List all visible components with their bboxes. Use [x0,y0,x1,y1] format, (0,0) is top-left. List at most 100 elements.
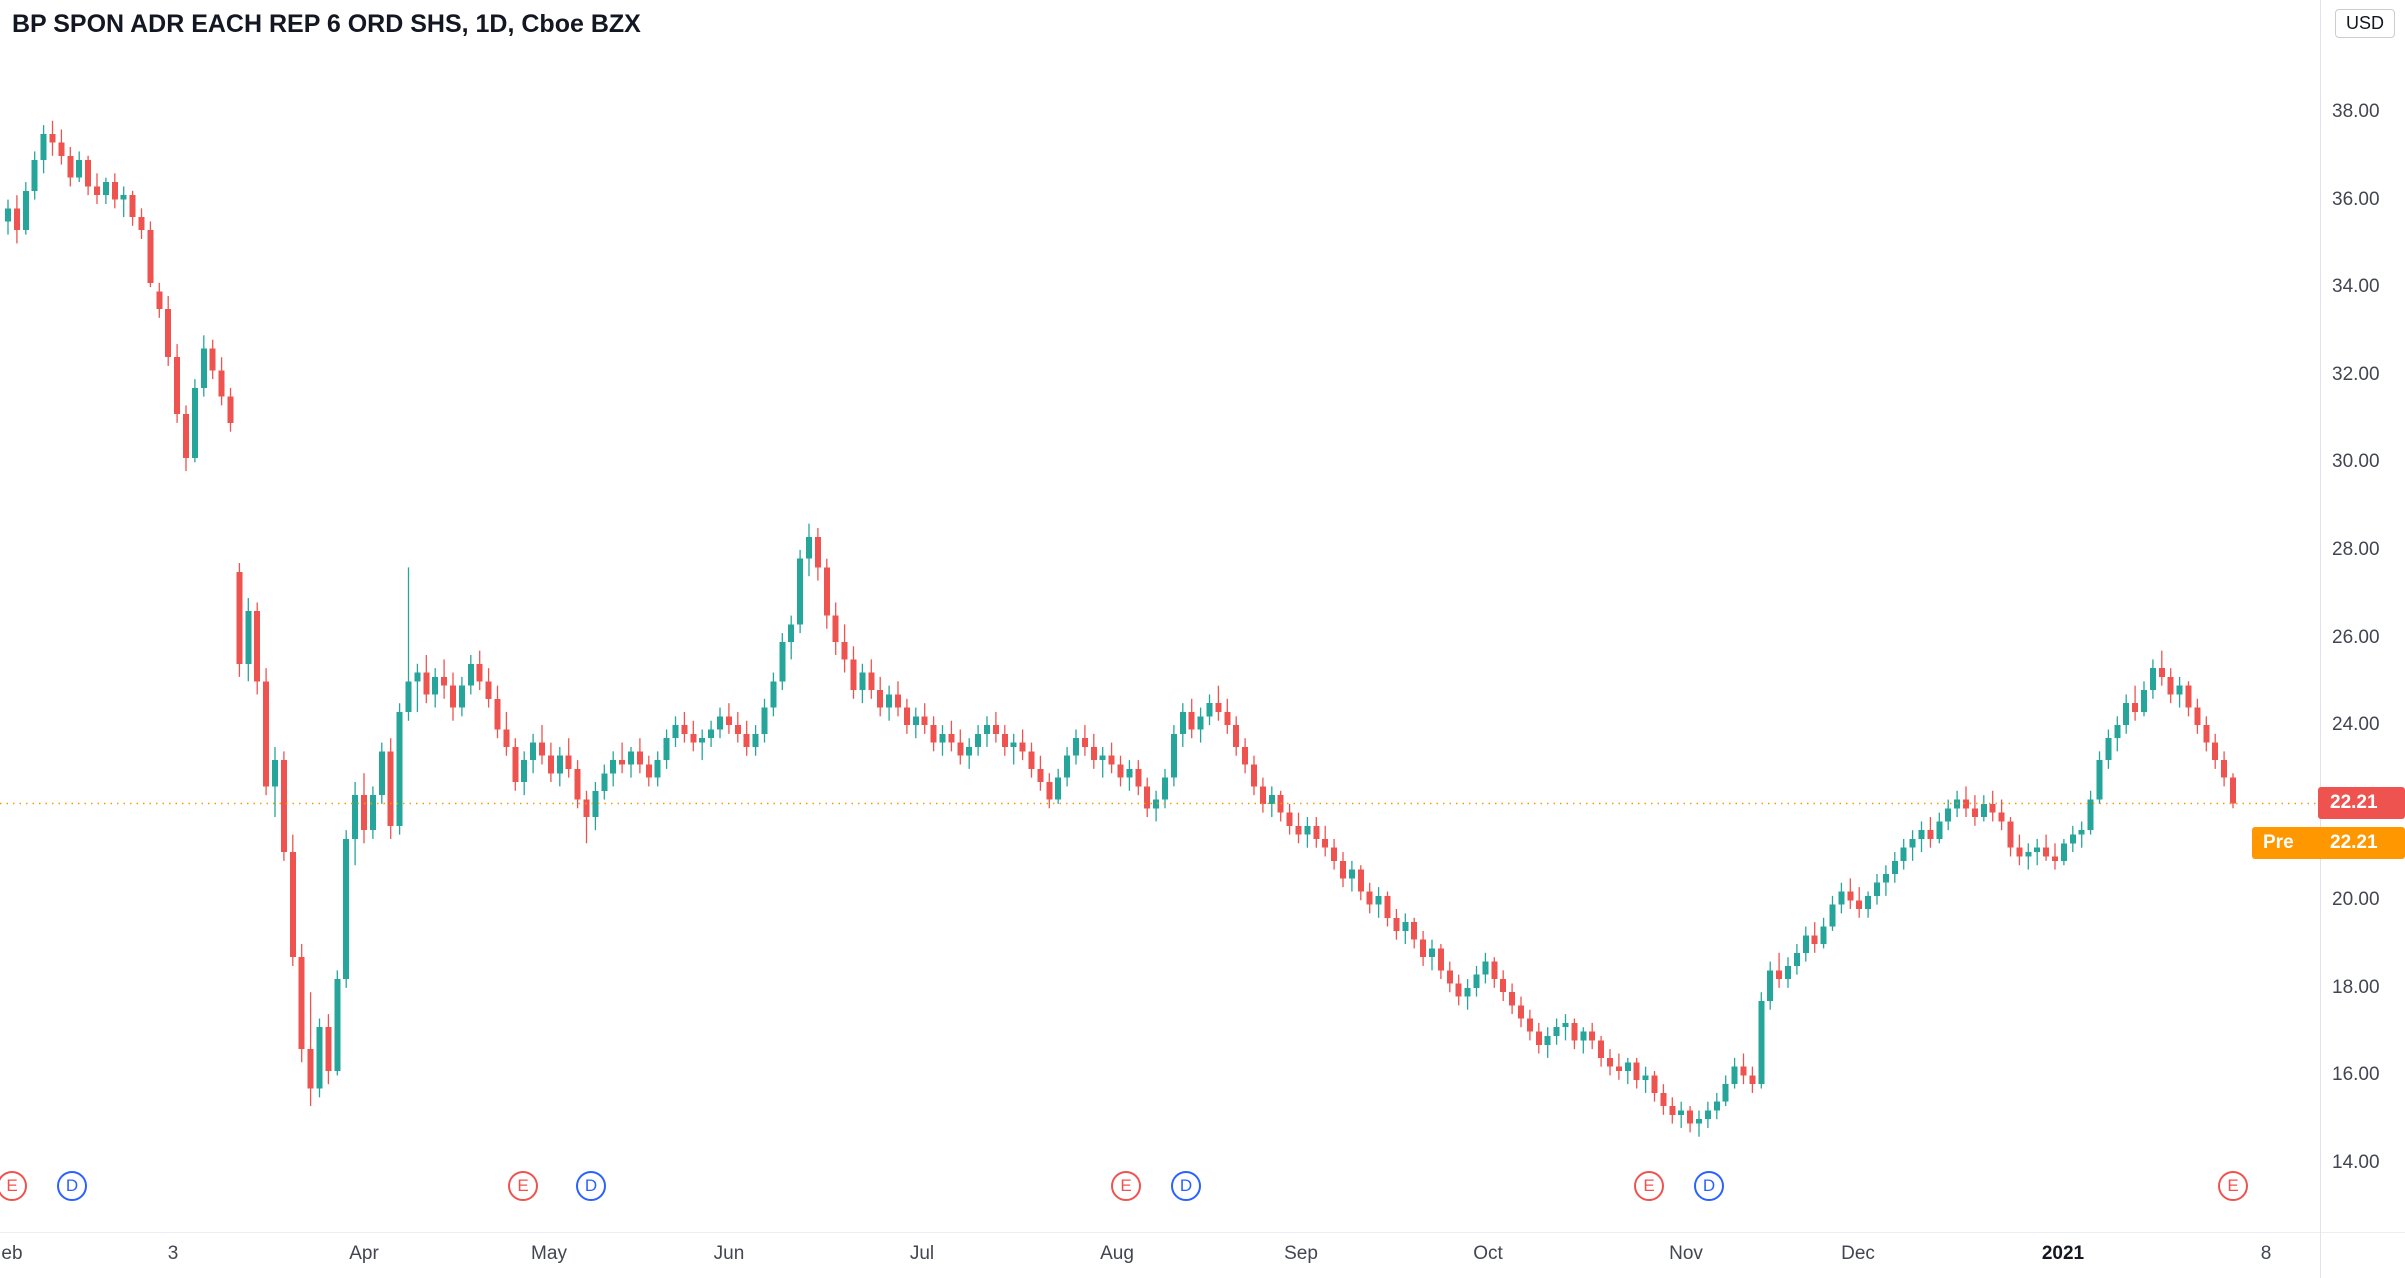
candle-body [156,291,163,310]
candle-body [58,142,65,156]
candle-body [183,414,189,458]
candle-body [1179,711,1186,734]
candle-body [414,672,421,682]
dividend-marker-icon[interactable]: D [1171,1171,1201,1201]
candle-body [1518,1005,1524,1019]
candle-body [1793,952,1800,966]
candle-body [1526,1018,1533,1032]
candle-body [1562,1022,1569,1028]
earnings-marker-icon[interactable]: E [1111,1171,1141,1201]
candle-body [1909,838,1916,848]
dividend-marker-icon[interactable]: D [57,1171,87,1201]
candle-body [592,790,599,818]
candle-body [886,694,893,708]
candle-body [1348,869,1355,879]
candle-body [218,370,225,397]
candle-body [1624,1062,1631,1072]
candle-body [832,615,839,642]
candle-body [343,838,350,980]
candle-body [325,1027,332,1072]
candle-body [1242,746,1249,765]
candle-body [1874,882,1880,896]
candle-body [1340,860,1346,879]
candle-body [174,357,181,415]
earnings-marker-icon[interactable]: E [508,1171,538,1201]
candle-body [1829,904,1836,927]
candle-body [76,160,83,178]
candle-body [1660,1092,1667,1107]
time-tick-label: Jun [713,1243,745,1264]
candle-body [40,133,47,161]
candle-body [1722,1084,1729,1102]
candle-body [1357,869,1364,892]
candle-body [2167,676,2174,695]
candle-body [1010,742,1017,747]
candle-body [663,738,670,761]
candle-body [503,729,510,747]
candle-body [1162,777,1168,800]
price-tick-label: 26.00 [2332,626,2380,648]
candle-body [895,694,901,708]
candle-body [1989,803,1996,813]
candle-body [2230,777,2236,804]
candle-body [236,571,243,664]
candle-body [1455,983,1462,997]
candle-body [1882,873,1889,883]
price-tick-label: 16.00 [2332,1064,2380,1086]
candle-body [476,663,483,682]
time-tick-label: 8 [2260,1243,2272,1264]
candle-body [1927,830,1934,839]
candle-body [1642,1075,1649,1080]
earnings-marker-icon[interactable]: E [2218,1171,2248,1201]
candle-body [2114,725,2121,739]
candle-body [2185,685,2192,708]
candle-body [316,1027,323,1089]
candle-body [2096,760,2103,800]
candle-body [1019,742,1026,752]
candle-body [1731,1066,1738,1085]
candle-body [102,182,109,196]
candle-body [2158,668,2165,677]
candle-body [770,681,777,708]
candle-body [441,676,448,686]
candle-body [1633,1062,1640,1080]
candle-body [1980,803,1987,818]
candle-body [1482,961,1489,975]
currency-button[interactable]: USD [2335,9,2396,38]
time-tick-label: May [531,1243,567,1264]
earnings-marker-icon[interactable]: E [1634,1171,1664,1201]
price-tick-label: 32.00 [2332,363,2380,385]
dividend-marker-icon[interactable]: D [1694,1171,1724,1201]
candle-body [1393,917,1400,931]
candle-body [1847,891,1854,901]
candle-body [289,852,296,958]
candle-body [1776,970,1783,980]
candle-body [1001,733,1008,747]
symbol-title: BP SPON ADR EACH REP 6 ORD SHS, 1D, Cboe… [12,10,641,38]
candle-body [1945,808,1952,822]
candle-body [1473,974,1480,988]
dividend-marker-icon[interactable]: D [576,1171,606,1201]
candle-body [1704,1110,1711,1120]
candle-body [725,716,732,726]
candle-body [2221,760,2228,778]
candle-body [227,396,234,423]
candle-body [49,133,56,143]
candle-body [957,742,964,756]
earnings-marker-icon[interactable]: E [0,1171,27,1201]
candle-body [1607,1057,1613,1067]
candle-body [1366,891,1373,905]
candle-body [984,725,990,734]
candle-body [1865,895,1872,910]
candle-body [272,760,278,787]
candle-body [610,760,617,774]
candle-body [245,611,252,664]
candle-body [361,795,367,831]
candle-body [2069,834,2076,844]
candle-body [2132,703,2139,712]
candle-body [1117,764,1124,778]
pre-market-price-value: 22.21 [2330,832,2378,854]
candle-body [1233,725,1240,747]
candle-body [1856,900,1863,910]
